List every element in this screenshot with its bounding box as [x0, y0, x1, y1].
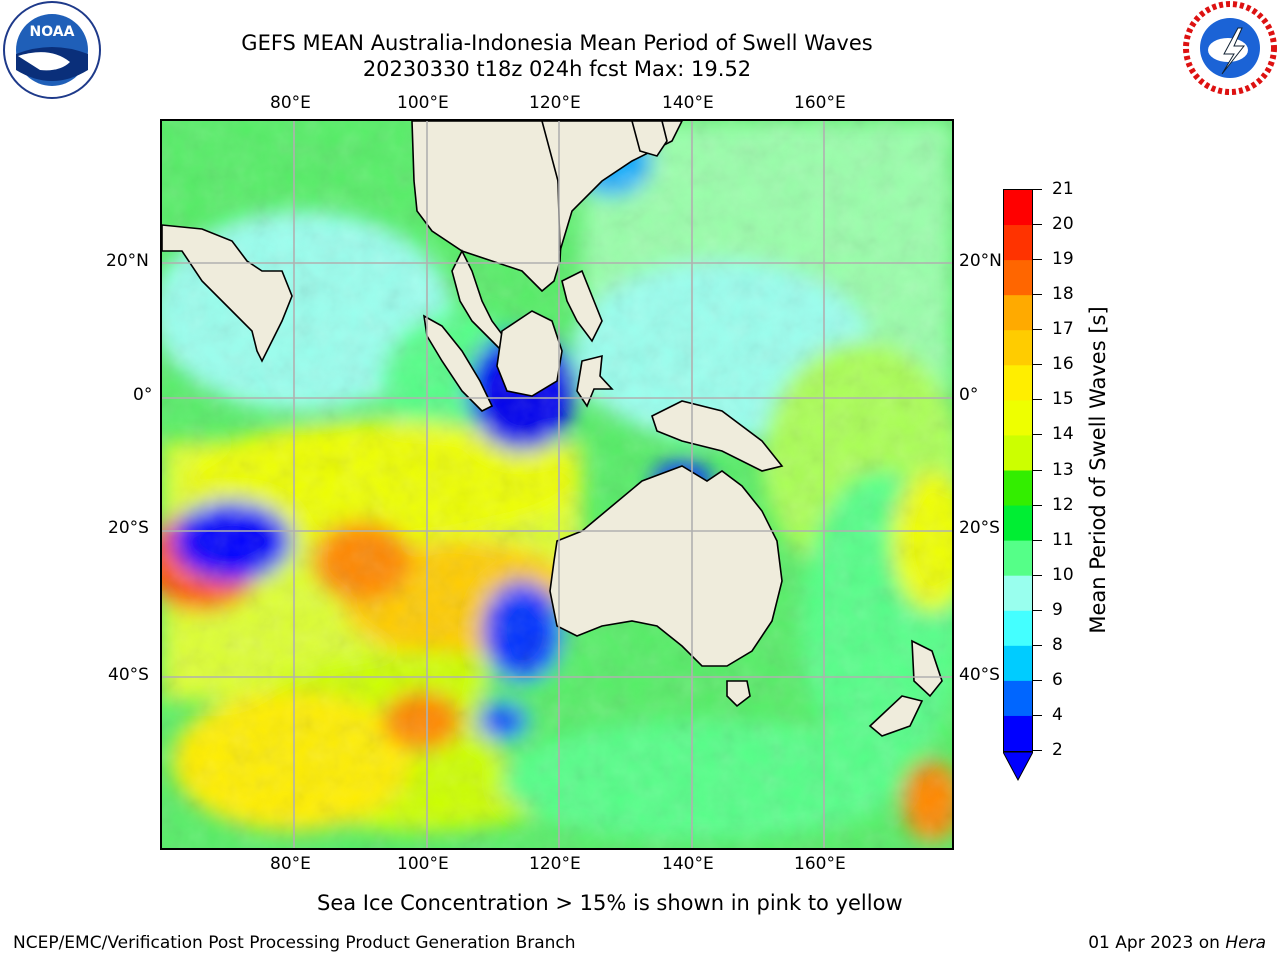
map-canvas [162, 121, 952, 848]
lat-tick-left-0: 0° [133, 385, 153, 405]
colorbar-tick-mark [1033, 539, 1042, 541]
land [162, 121, 943, 737]
lon-tick-top-140: 140°E [662, 93, 714, 113]
colorbar-tick-mark [1033, 714, 1042, 716]
colorbar-tick-mark [1033, 399, 1042, 401]
lat-tick-right-20s: 20°S [959, 518, 1000, 538]
graticule [162, 121, 952, 848]
colorbar-band [1004, 610, 1032, 647]
colorbar-tick-mark [1033, 679, 1042, 681]
colorbar-band [1004, 680, 1032, 717]
colorbar-tick-mark [1033, 224, 1042, 226]
colorbar-tick-label: 16 [1052, 354, 1074, 375]
colorbar-tick-label: 13 [1052, 459, 1074, 480]
colorbar-tick-mark [1033, 750, 1042, 751]
colorbar-band [1004, 470, 1032, 507]
chart-title: GEFS MEAN Australia-Indonesia Mean Perio… [241, 31, 873, 55]
lon-tick-top-160: 160°E [794, 93, 846, 113]
lon-tick-bottom-80: 80°E [270, 854, 311, 874]
colorbar-band [1004, 190, 1032, 226]
lat-tick-right-20n: 20°N [959, 251, 1002, 271]
colorbar-tick-label: 2 [1052, 740, 1063, 760]
colorbar-tick-mark [1033, 189, 1042, 190]
colorbar-band [1004, 505, 1032, 542]
colorbar-band [1004, 365, 1032, 401]
colorbar-band [1004, 225, 1032, 261]
colorbar-tick-label: 17 [1052, 319, 1074, 340]
svg-text:NOAA: NOAA [30, 24, 75, 40]
colorbar-tick-label: 9 [1052, 599, 1063, 620]
colorbar-band [1004, 330, 1032, 366]
colorbar-band [1004, 575, 1032, 612]
colorbar-band [1004, 540, 1032, 577]
lon-tick-bottom-100: 100°E [397, 854, 449, 874]
colorbar-tick-label: 10 [1052, 564, 1074, 585]
colorbar-tick-mark [1033, 644, 1042, 646]
colorbar-label: Mean Period of Swell Waves [s] [1086, 306, 1110, 634]
lat-tick-left-20n: 20°N [106, 251, 149, 271]
colorbar-extend-arrow [1003, 752, 1033, 782]
colorbar-tick-label: 6 [1052, 669, 1063, 690]
lat-tick-left-20s: 20°S [108, 518, 149, 538]
colorbar-tick-label: 4 [1052, 704, 1063, 725]
footer-host: Hera [1225, 933, 1266, 953]
lon-tick-top-100: 100°E [397, 93, 449, 113]
colorbar-tick-mark [1033, 364, 1042, 366]
footer-date: 01 Apr 2023 on Hera [1088, 933, 1266, 953]
footer-branch: NCEP/EMC/Verification Post Processing Pr… [13, 933, 576, 953]
colorbar-tick-mark [1033, 504, 1042, 506]
colorbar-tick-mark [1033, 294, 1042, 296]
colorbar-tick-mark [1033, 259, 1042, 261]
colorbar-tick-label: 12 [1052, 494, 1074, 515]
lon-tick-top-120: 120°E [529, 93, 581, 113]
colorbar [1003, 189, 1033, 752]
nws-logo [1180, 0, 1280, 100]
colorbar-tick-mark [1033, 434, 1042, 436]
lon-tick-bottom-140: 140°E [662, 854, 714, 874]
chart-subtitle: 20230330 t18z 024h fcst Max: 19.52 [362, 57, 752, 81]
colorbar-band [1004, 295, 1032, 331]
lon-tick-bottom-160: 160°E [794, 854, 846, 874]
colorbar-tick-label: 14 [1052, 424, 1074, 445]
colorbar-tick-mark [1033, 469, 1042, 471]
colorbar-band [1004, 400, 1032, 436]
colorbar-tick-mark [1033, 329, 1042, 331]
lat-tick-right-0: 0° [959, 385, 979, 405]
colorbar-tick-label: 11 [1052, 529, 1074, 550]
colorbar-band [1004, 435, 1032, 471]
colorbar-tick-label: 19 [1052, 249, 1074, 270]
colorbar-tick-mark [1033, 574, 1042, 576]
swell-period-map [160, 119, 954, 850]
colorbar-tick-label: 18 [1052, 284, 1074, 305]
lon-tick-top-80: 80°E [270, 93, 311, 113]
footer-date-text: 01 Apr 2023 on [1088, 933, 1226, 953]
colorbar-band [1004, 645, 1032, 682]
colorbar-tick-label: 15 [1052, 389, 1074, 410]
colorbar-tick-label: 8 [1052, 634, 1063, 655]
noaa-logo: NOAA [0, 0, 104, 104]
colorbar-band [1004, 260, 1032, 296]
colorbar-bands [1004, 190, 1032, 752]
lat-tick-right-40s: 40°S [959, 665, 1000, 685]
colorbar-tick-label: 21 [1052, 179, 1074, 199]
lon-tick-bottom-120: 120°E [529, 854, 581, 874]
colorbar-band [1004, 715, 1032, 752]
lat-tick-left-40s: 40°S [108, 665, 149, 685]
colorbar-tick-label: 20 [1052, 214, 1074, 235]
colorbar-tick-mark [1033, 609, 1042, 611]
sea-ice-note: Sea Ice Concentration > 15% is shown in … [317, 891, 903, 915]
